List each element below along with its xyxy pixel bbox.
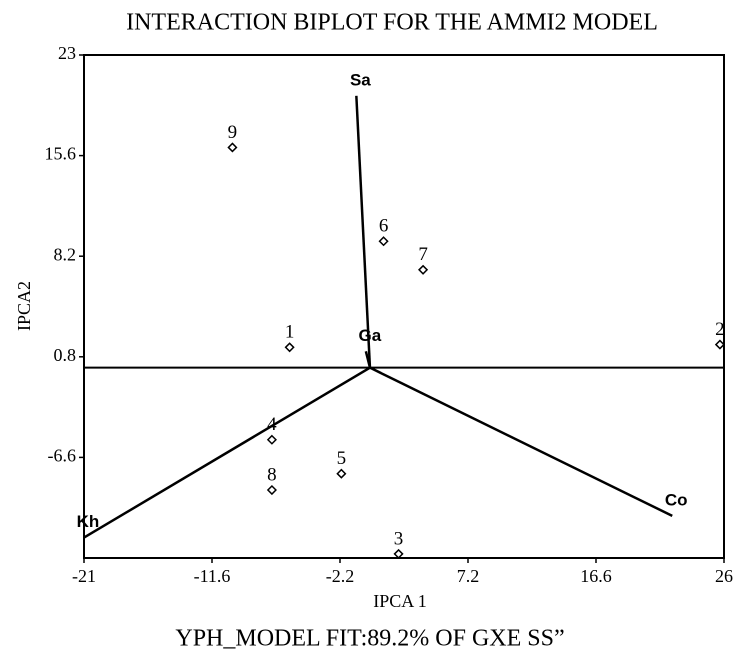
x-tick-label: -21 bbox=[72, 566, 96, 586]
y-tick-label: 8.2 bbox=[54, 244, 77, 264]
genotype-label: 7 bbox=[418, 244, 428, 265]
x-tick-label: -11.6 bbox=[194, 566, 231, 586]
y-tick-label: 0.8 bbox=[54, 345, 77, 365]
environment-label: Co bbox=[665, 490, 688, 509]
genotype-label: 1 bbox=[285, 322, 295, 343]
environment-label: Ga bbox=[359, 326, 382, 345]
environment-vector bbox=[83, 366, 371, 539]
x-tick-label: 16.6 bbox=[580, 566, 612, 586]
environment-vector bbox=[369, 366, 673, 517]
genotype-point bbox=[418, 264, 429, 275]
genotype-point bbox=[378, 236, 389, 247]
genotype-point bbox=[284, 342, 295, 353]
genotype-label: 3 bbox=[394, 528, 404, 549]
environment-vector bbox=[355, 95, 372, 368]
chart-title: INTERACTION BIPLOT FOR THE AMMI2 MODEL bbox=[126, 10, 658, 36]
genotype-label: 5 bbox=[337, 448, 347, 469]
y-tick-label: 23 bbox=[58, 43, 76, 63]
genotype-label: 2 bbox=[715, 319, 725, 340]
footer: YPH_MODEL FIT:89.2% OF GXE SS” bbox=[175, 626, 564, 652]
x-tick-label: 7.2 bbox=[457, 566, 480, 586]
genotype-point bbox=[714, 339, 725, 350]
y-tick-label: -6.6 bbox=[48, 446, 77, 466]
genotype-point bbox=[336, 468, 347, 479]
genotype-point bbox=[266, 434, 277, 445]
genotype-point bbox=[393, 548, 404, 559]
y-axis-label: IPCA2 bbox=[14, 281, 34, 331]
genotype-label: 8 bbox=[267, 464, 277, 485]
environment-label: Sa bbox=[350, 70, 371, 89]
x-tick-label: -2.2 bbox=[326, 566, 355, 586]
plot-frame bbox=[83, 54, 725, 559]
genotype-label: 4 bbox=[267, 414, 277, 435]
y-tick-label: 15.6 bbox=[45, 144, 77, 164]
genotype-point bbox=[266, 484, 277, 496]
environment-label: Kh bbox=[77, 512, 100, 531]
x-tick-label: 26 bbox=[715, 566, 733, 586]
genotype-label: 6 bbox=[379, 216, 389, 237]
genotype-label: 9 bbox=[228, 122, 238, 143]
environment-vector bbox=[364, 351, 372, 368]
genotype-point bbox=[227, 142, 238, 153]
x-axis-label: IPCA 1 bbox=[373, 591, 427, 611]
